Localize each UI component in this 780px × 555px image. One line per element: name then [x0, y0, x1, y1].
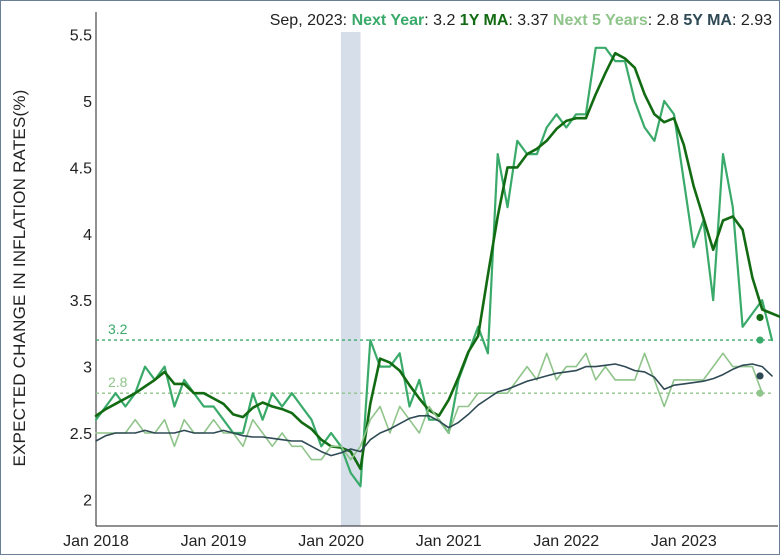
x-tick-label: Jan 2021 [416, 533, 482, 550]
series-line [94, 46, 774, 488]
y-tick-label: 5.5 [70, 28, 92, 45]
x-tick-label: Jan 2018 [63, 533, 129, 550]
x-tick-label: Jan 2022 [533, 533, 599, 550]
header-readout: Sep, 2023: Next Year: 3.2 1Y MA: 3.37 Ne… [270, 12, 772, 29]
y-tick-label: 3 [83, 360, 92, 377]
header-series-value: : 3.37 [508, 12, 552, 29]
reference-line-label: 3.2 [108, 321, 128, 337]
header-series-value: : 3.2 [424, 12, 460, 29]
series-line [95, 363, 773, 457]
y-tick-label: 2.5 [70, 426, 92, 443]
x-tick-label: Jan 2019 [181, 533, 247, 550]
endpoint-marker [756, 372, 764, 380]
series-line [94, 51, 780, 471]
y-tick-label: 4 [83, 227, 92, 244]
y-tick-label: 2 [83, 492, 92, 509]
x-tick-label: Jan 2023 [651, 533, 717, 550]
endpoint-marker [756, 389, 764, 397]
endpoint-marker [756, 336, 764, 344]
header-series-name: 1Y MA [460, 12, 509, 29]
header-series-value: : 2.93 [732, 12, 772, 29]
endpoint-marker [756, 313, 764, 322]
header-date: Sep, 2023: [270, 12, 352, 29]
header-series-value: : 2.8 [648, 12, 684, 29]
header-series-name: 5Y MA [683, 12, 732, 29]
reference-line-label: 2.8 [108, 374, 128, 390]
y-tick-label: 4.5 [70, 160, 92, 177]
y-tick-label: 3.5 [70, 293, 92, 310]
y-tick-label: 5 [83, 94, 92, 111]
header-series-name: Next 5 Years [553, 12, 648, 29]
series-line [95, 352, 764, 461]
header-series-name: Next Year [352, 12, 425, 29]
x-tick-label: Jan 2020 [298, 533, 364, 550]
y-axis-label: EXPECTED CHANGE IN INFLATION RATES(%) [10, 89, 29, 466]
recession-band [340, 32, 361, 526]
